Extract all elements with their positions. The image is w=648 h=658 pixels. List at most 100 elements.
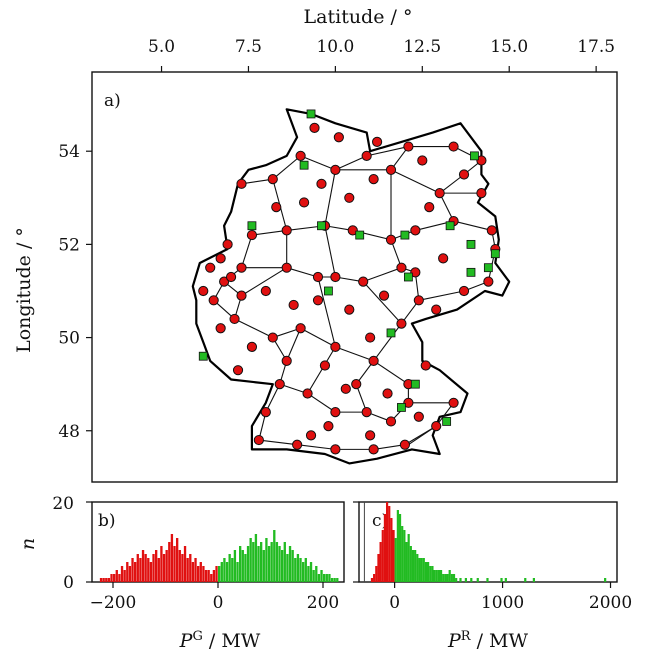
green-node xyxy=(483,263,493,273)
histogram-b-x-tick-label: 0 xyxy=(213,593,224,613)
top-tick-label: 7.5 xyxy=(235,37,262,57)
histogram-b-bar xyxy=(107,578,111,582)
transmission-line xyxy=(363,267,402,283)
green-node xyxy=(247,221,257,231)
transmission-line xyxy=(453,220,492,231)
red-node xyxy=(410,267,421,278)
histogram-b-bar xyxy=(328,574,331,582)
histogram-b-bar xyxy=(204,570,208,582)
histogram-b-bar xyxy=(136,554,139,582)
red-node xyxy=(361,407,372,418)
transmission-line xyxy=(439,174,465,194)
green-node xyxy=(400,230,410,240)
red-node xyxy=(305,430,317,441)
histogram-c-bar xyxy=(439,570,443,582)
histogram-b-bar xyxy=(165,550,168,582)
histogram-b-bar xyxy=(199,562,202,582)
histogram-b-bar xyxy=(273,530,276,582)
transmission-line xyxy=(366,146,409,157)
histogram-b-bar xyxy=(320,570,323,582)
green-node xyxy=(386,328,396,338)
histogram-c-bar xyxy=(420,558,423,582)
histogram-b-bar xyxy=(139,558,142,582)
histogram-c-bar xyxy=(411,550,415,582)
red-node xyxy=(399,439,411,450)
transmission-line xyxy=(286,267,319,278)
red-node xyxy=(271,202,282,213)
histogram-b-bar xyxy=(123,570,126,582)
red-node xyxy=(205,262,216,273)
histogram-b xyxy=(99,530,339,582)
transmission-line xyxy=(300,155,336,171)
red-node xyxy=(274,379,285,390)
histogram-c-bar xyxy=(388,506,391,582)
histogram-b-bar xyxy=(186,558,189,582)
red-node xyxy=(476,188,487,199)
left-tick-label: 54 xyxy=(58,142,80,162)
histogram-b-bar xyxy=(333,578,336,582)
red-node xyxy=(246,341,258,352)
histogram-c-bar xyxy=(375,566,378,582)
transmission-line xyxy=(241,178,273,185)
red-node xyxy=(281,225,292,236)
histogram-b-bar xyxy=(162,554,166,582)
histogram-b-bar xyxy=(152,554,155,582)
red-node xyxy=(281,262,292,273)
histogram-b-bar xyxy=(265,538,268,582)
red-node xyxy=(434,188,445,199)
histogram-b-bar xyxy=(231,558,234,582)
top-tick-label: 15.0 xyxy=(490,37,528,57)
red-node xyxy=(385,234,397,245)
histogram-b-bar xyxy=(223,558,226,582)
histogram-c-bar xyxy=(377,554,380,582)
histogram-b-bar xyxy=(239,546,242,582)
red-node xyxy=(385,164,397,175)
histogram-c-bar xyxy=(429,566,432,582)
histogram-b-bar xyxy=(173,546,176,582)
histogram-c-bar xyxy=(431,566,434,582)
panel-b-tag: b) xyxy=(98,511,116,531)
red-node xyxy=(333,132,344,143)
panel-a-tag: a) xyxy=(104,91,121,111)
histogram-b-bar xyxy=(218,566,221,582)
histogram-b-bar xyxy=(115,570,118,582)
histogram-b-bar xyxy=(252,542,255,582)
histogram-c-x-tick-label: 2000 xyxy=(589,593,632,613)
transmission-line xyxy=(234,318,274,339)
red-node xyxy=(198,285,209,297)
histogram-b-bar xyxy=(197,566,200,582)
red-node xyxy=(344,192,355,203)
histogram-c-bar xyxy=(418,558,421,582)
red-node xyxy=(371,136,383,147)
transmission-line xyxy=(439,192,455,222)
red-node xyxy=(316,178,327,189)
top-axis-title: Latitude / ° xyxy=(304,6,413,28)
red-node xyxy=(236,290,247,301)
green-node xyxy=(198,351,208,361)
red-node xyxy=(438,253,449,264)
panel-c-x-axis-title: PR / MW xyxy=(447,629,529,653)
panel-b-y-tick-0: 0 xyxy=(63,573,74,593)
top-tick-label: 12.5 xyxy=(403,37,441,57)
histogram-c-bar xyxy=(379,542,382,582)
histogram-b-bar xyxy=(257,546,260,582)
histogram-b-bar xyxy=(191,562,195,582)
red-node xyxy=(361,150,372,161)
histogram-b-bar xyxy=(309,562,313,582)
green-node xyxy=(317,221,326,231)
transmission-line xyxy=(307,393,336,413)
histogram-b-bar xyxy=(304,558,307,582)
histogram-b-bar xyxy=(312,570,315,582)
histogram-b-bar xyxy=(157,558,160,582)
histogram-b-bar xyxy=(330,578,334,582)
histogram-c-bar xyxy=(455,578,458,582)
red-node xyxy=(267,174,278,185)
grid-nodes xyxy=(198,109,501,455)
histogram-c-bar xyxy=(464,578,467,582)
red-node xyxy=(288,299,299,311)
transmission-line xyxy=(297,444,336,450)
histogram-b-bar xyxy=(118,574,121,582)
red-node xyxy=(396,318,407,329)
transmission-line xyxy=(408,425,437,446)
red-node xyxy=(413,411,424,422)
